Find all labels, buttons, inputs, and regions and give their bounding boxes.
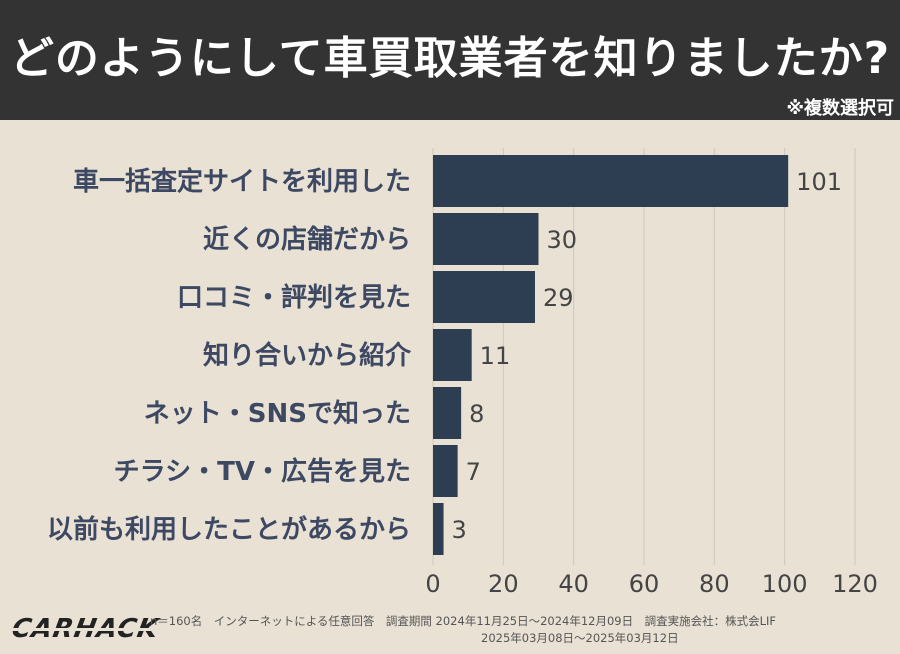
page-title: どのようにして車買取業者を知りましたか? bbox=[9, 33, 891, 84]
bar-1 bbox=[433, 213, 539, 265]
value-label-3: 11 bbox=[480, 342, 511, 370]
x-tick-label-0: 0 bbox=[425, 570, 440, 598]
bar-2 bbox=[433, 271, 535, 323]
bar-5 bbox=[433, 445, 458, 497]
value-label-2: 29 bbox=[543, 284, 574, 312]
x-tick-label-100: 100 bbox=[762, 570, 808, 598]
value-label-5: 7 bbox=[466, 458, 481, 486]
category-label-6: 以前も利用したことがあるから bbox=[47, 514, 411, 545]
bar-3 bbox=[433, 329, 472, 381]
x-tick-label-60: 60 bbox=[629, 570, 660, 598]
x-tick-label-120: 120 bbox=[832, 570, 878, 598]
x-tick-label-80: 80 bbox=[699, 570, 730, 598]
header-bar: どのようにして車買取業者を知りましたか? ※複数選択可 bbox=[0, 0, 900, 120]
x-tick-label-20: 20 bbox=[488, 570, 519, 598]
category-label-2: 口コミ・評判を見た bbox=[177, 282, 411, 313]
value-label-4: 8 bbox=[469, 400, 484, 428]
category-label-0: 車一括査定サイトを利用した bbox=[73, 166, 411, 197]
multiple-choice-note: ※複数選択可 bbox=[786, 98, 895, 119]
carhack-logo: CARHACK bbox=[9, 614, 162, 644]
category-label-3: 知り合いから紹介 bbox=[203, 340, 412, 371]
x-tick-label-40: 40 bbox=[558, 570, 589, 598]
value-label-0: 101 bbox=[796, 168, 842, 196]
value-label-6: 3 bbox=[452, 516, 467, 544]
value-label-1: 30 bbox=[547, 226, 578, 254]
category-label-5: チラシ・TV・広告を見た bbox=[114, 456, 411, 487]
category-label-4: ネット・SNSで知った bbox=[144, 399, 411, 429]
survey-info: n＝160名 インターネットによる任意回答 調査期間 2024年11月25日〜2… bbox=[150, 614, 777, 628]
bar-0 bbox=[433, 155, 789, 207]
bar-6 bbox=[433, 503, 444, 555]
bar-4 bbox=[433, 387, 462, 439]
survey-period: 2025年03月08日〜2025年03月12日 bbox=[481, 631, 679, 645]
category-label-1: 近くの店舗だから bbox=[203, 225, 411, 255]
bar-chart: 車一括査定サイトを利用した 101 近くの店舗だから 30 口コミ・評判を見た 29 知り合… bbox=[47, 148, 878, 598]
